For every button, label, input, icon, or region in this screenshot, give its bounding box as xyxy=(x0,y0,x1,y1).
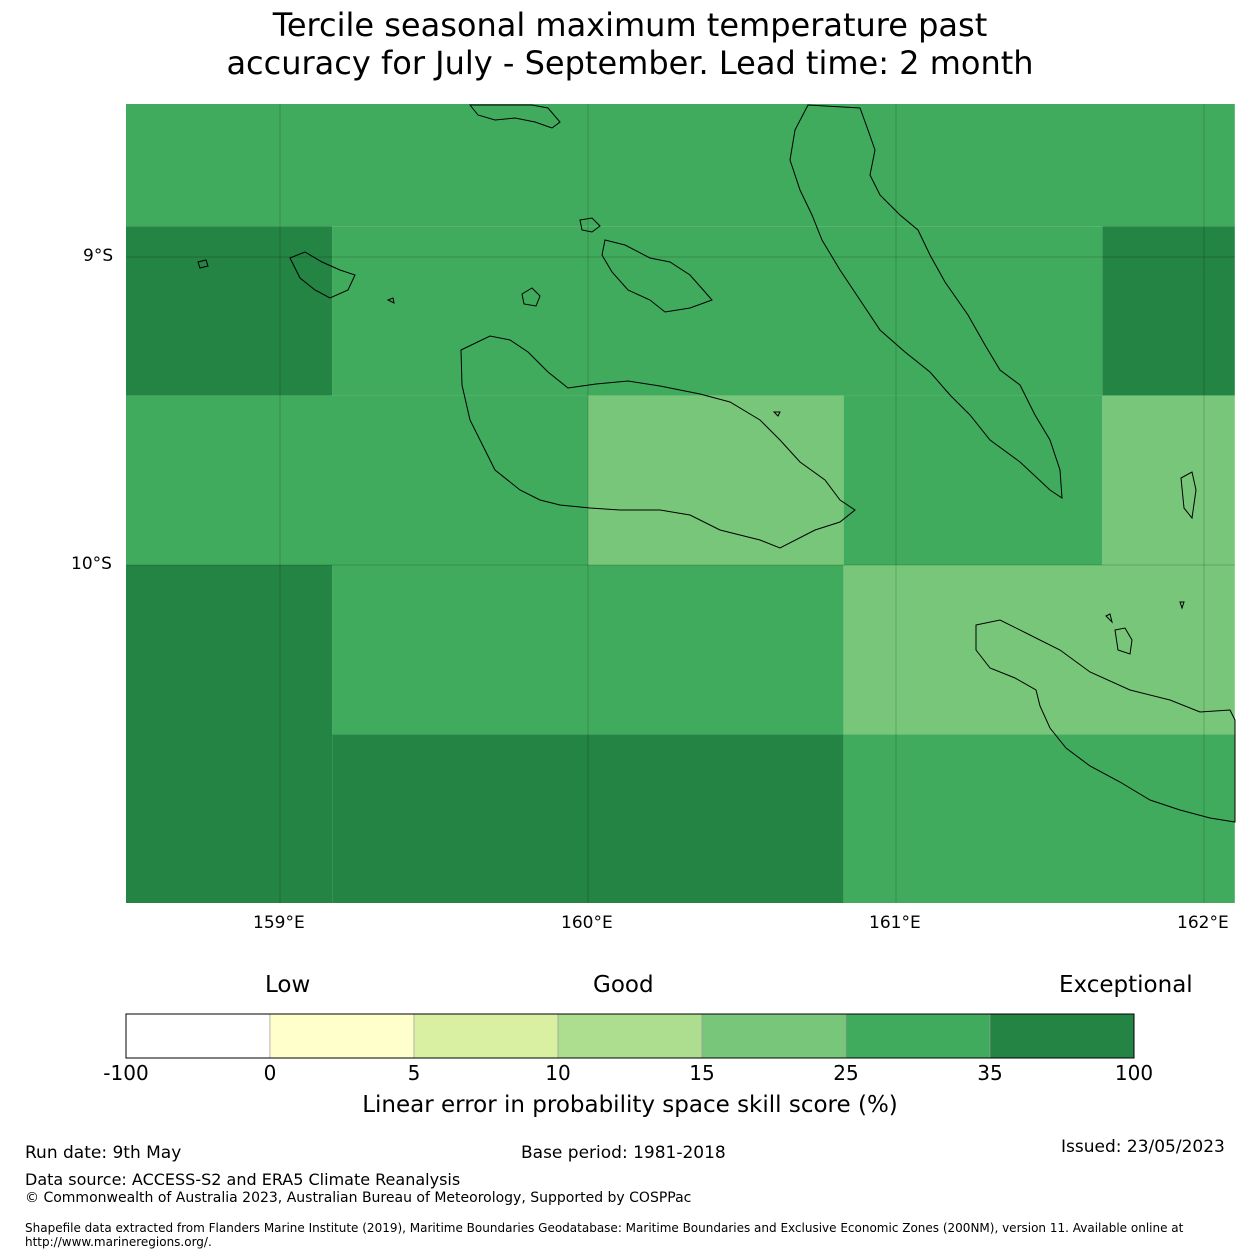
data-source: Data source: ACCESS-S2 and ERA5 Climate … xyxy=(25,1170,461,1189)
skill-cell xyxy=(126,395,588,565)
colorbar-segment xyxy=(269,1013,415,1059)
florida-islands-coastline xyxy=(601,239,713,313)
skill-cell xyxy=(126,565,333,903)
colorbar-tick-label: 35 xyxy=(977,1061,1003,1085)
colorbar-tick-label: 15 xyxy=(689,1061,715,1085)
shapefile-credit: Shapefile data extracted from Flanders M… xyxy=(25,1221,1184,1249)
skill-cell xyxy=(843,395,1103,565)
base-period: Base period: 1981-2018 xyxy=(521,1143,726,1163)
skill-cell xyxy=(332,226,1103,396)
colorbar-tick-label: 10 xyxy=(545,1061,571,1085)
colorbar-segment xyxy=(845,1013,991,1059)
map-title-line-1: Tercile seasonal maximum temperature pas… xyxy=(272,6,988,44)
islet-coastline xyxy=(1105,613,1113,624)
lon-label-160e: 160°E xyxy=(561,913,613,933)
colorbar-outline xyxy=(125,1013,1135,1059)
islet-coastline xyxy=(386,297,395,304)
colorbar-segment xyxy=(413,1013,559,1059)
lon-label-161e: 161°E xyxy=(869,913,921,933)
islet-coastline xyxy=(772,411,781,417)
lat-label-10s: 10°S xyxy=(71,554,112,574)
issued-date: Issued: 23/05/2023 xyxy=(1061,1137,1225,1157)
skill-cell xyxy=(126,226,333,396)
colorbar-tick-label: 100 xyxy=(1114,1061,1154,1085)
colorbar-label: Linear error in probability space skill … xyxy=(362,1092,898,1118)
category-good: Good xyxy=(593,972,654,998)
skill-cell xyxy=(843,734,1235,903)
islet-coastline xyxy=(197,259,209,269)
lat-label-9s: 9°S xyxy=(83,246,114,266)
islet-coastline xyxy=(1180,471,1197,520)
ulawa-coastline xyxy=(1114,627,1133,655)
savo-island-coastline xyxy=(521,287,541,307)
skill-cell xyxy=(126,104,1235,227)
colorbar-tick-label: 5 xyxy=(407,1061,421,1085)
copyright: © Commonwealth of Australia 2023, Austra… xyxy=(25,1190,692,1206)
skill-cell xyxy=(332,734,844,903)
skill-cell xyxy=(1102,395,1235,565)
colorbar-tick-label: 25 xyxy=(833,1061,859,1085)
colorbar-segment xyxy=(989,1013,1135,1059)
skill-cell xyxy=(1102,226,1235,396)
colorbar xyxy=(125,1013,1135,1059)
malaita-coastline xyxy=(789,104,1063,499)
colorbar-tick-label: 0 xyxy=(263,1061,277,1085)
run-date: Run date: 9th May xyxy=(25,1143,182,1163)
skill-cell xyxy=(332,565,844,735)
lon-label-159e: 159°E xyxy=(253,913,305,933)
colorbar-segment xyxy=(701,1013,847,1059)
makira-coastline xyxy=(975,619,1236,823)
islet-coastline xyxy=(579,217,601,233)
colorbar-segment xyxy=(125,1013,271,1059)
map-gridlines xyxy=(126,104,1235,903)
category-low: Low xyxy=(265,972,311,998)
skill-cell xyxy=(843,565,1235,735)
guadalcanal-coastline xyxy=(460,335,856,549)
coastlines xyxy=(197,104,1236,823)
skill-grid-cells xyxy=(126,104,1235,903)
skill-cell xyxy=(588,395,844,565)
map-title-line-2: accuracy for July - September. Lead time… xyxy=(226,44,1034,82)
colorbar-segment xyxy=(557,1013,703,1059)
category-exceptional: Exceptional xyxy=(1059,972,1193,998)
lon-label-162e: 162°E xyxy=(1177,913,1229,933)
colorbar-tick-label: -100 xyxy=(103,1061,149,1085)
santa-isabel-coastline xyxy=(468,104,561,129)
russell-islands-coastline xyxy=(289,251,356,299)
islet-coastline xyxy=(1179,601,1185,610)
